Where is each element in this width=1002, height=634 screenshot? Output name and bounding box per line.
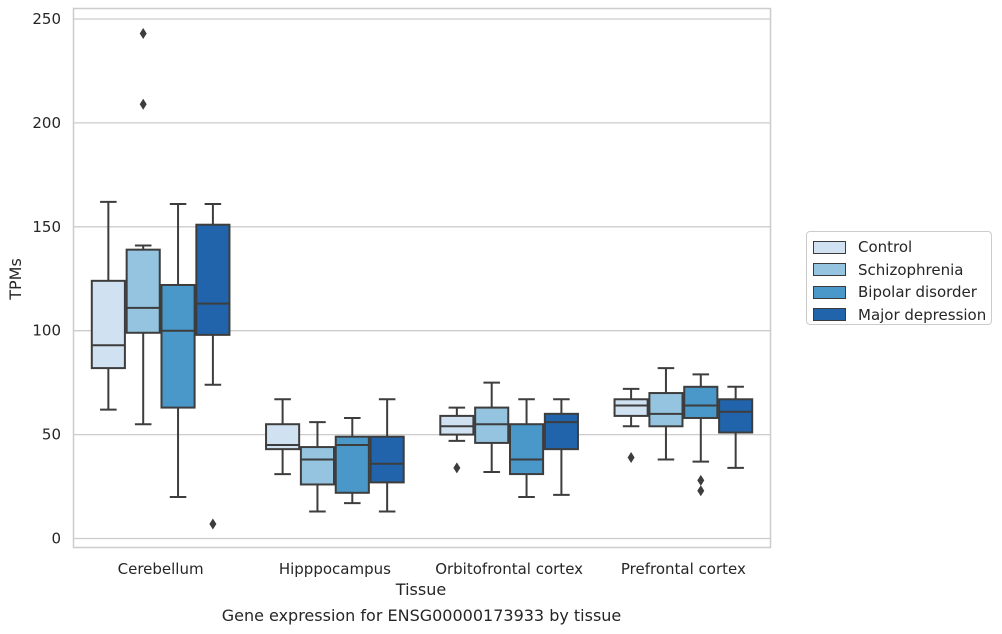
- plot-frame: [72, 7, 772, 549]
- legend-item: Bipolar disorder: [813, 281, 991, 304]
- box: [90, 200, 126, 411]
- box-iqr: [125, 248, 161, 334]
- box: [718, 385, 754, 469]
- box: [439, 406, 475, 474]
- y-tick-label: 100: [32, 322, 61, 340]
- chart-caption: Gene expression for ENSG00000173933 by t…: [221, 606, 622, 625]
- box: [683, 373, 719, 497]
- box: [474, 381, 510, 474]
- box: [369, 398, 405, 513]
- legend-item: Schizophrenia: [813, 259, 991, 282]
- outlier-point: [627, 451, 635, 463]
- x-tick-label: Prefrontal cortex: [621, 560, 746, 578]
- y-axis-label: TPMs: [6, 258, 25, 301]
- legend-item: Control: [813, 236, 991, 259]
- box-iqr: [474, 406, 510, 444]
- outlier-point: [697, 474, 705, 486]
- box-iqr: [683, 385, 719, 419]
- box-iqr: [195, 223, 231, 336]
- box-iqr: [90, 279, 126, 370]
- x-tick-label: Hipppocampus: [279, 560, 391, 578]
- y-tick-label: 250: [32, 10, 61, 28]
- outlier-point: [139, 98, 147, 110]
- legend-label: Control: [858, 238, 913, 257]
- box-iqr: [299, 446, 336, 486]
- y-tick-labels: 0 50 100 150 200 250: [32, 10, 61, 548]
- legend-label: Schizophrenia: [858, 260, 964, 279]
- legend-swatch: [813, 263, 846, 277]
- outlier-point: [453, 462, 461, 474]
- box: [125, 28, 161, 426]
- x-axis-label: Tissue: [395, 580, 446, 599]
- box: [334, 416, 370, 505]
- outlier-point: [697, 485, 705, 497]
- box-iqr: [508, 423, 545, 476]
- outlier-point: [139, 28, 147, 40]
- y-tick-label: 200: [32, 114, 61, 132]
- y-tick-label: 150: [32, 218, 61, 236]
- legend-swatch: [813, 240, 846, 254]
- box: [160, 202, 196, 498]
- y-tick-label: 0: [51, 530, 61, 548]
- box-iqr: [613, 398, 649, 417]
- box-iqr: [718, 398, 754, 434]
- legend-label: Major depression: [858, 305, 987, 324]
- outlier-point: [209, 518, 217, 530]
- box: [613, 387, 649, 463]
- box: [299, 421, 336, 513]
- legend: Control Schizophrenia Bipolar disorder Majo…: [806, 231, 992, 325]
- legend-label: Bipolar disorder: [858, 283, 977, 302]
- box: [543, 398, 579, 496]
- x-tick-label: Cerebellum: [118, 560, 204, 578]
- box-groups: [90, 28, 754, 530]
- box: [195, 202, 231, 530]
- box: [265, 398, 301, 476]
- box: [648, 367, 684, 461]
- x-tick-labels: Cerebellum Hipppocampus Orbitofrontal cort…: [118, 560, 746, 578]
- legend-swatch: [813, 308, 846, 322]
- box-iqr: [334, 435, 370, 494]
- box-iqr: [439, 414, 475, 436]
- legend-swatch: [813, 285, 846, 299]
- x-tick-label: Orbitofrontal cortex: [435, 560, 583, 578]
- box-iqr: [543, 412, 579, 451]
- legend-item: Major depression: [813, 304, 991, 327]
- box-iqr: [160, 283, 196, 409]
- box: [508, 398, 545, 498]
- box-iqr: [369, 435, 405, 484]
- y-tick-label: 50: [42, 426, 61, 444]
- box-iqr: [648, 392, 684, 428]
